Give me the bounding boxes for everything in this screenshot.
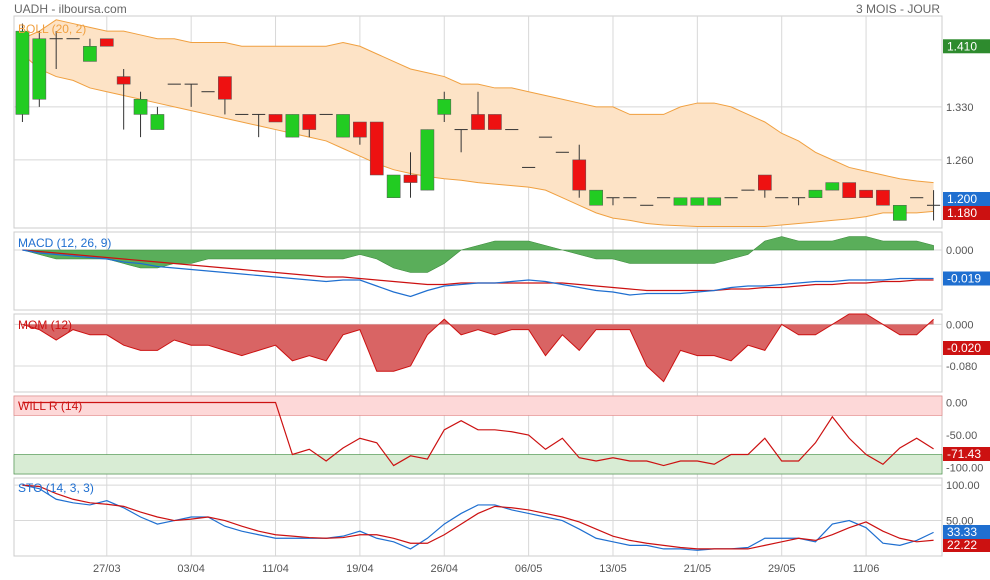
- mom-ytick-1: -0.080: [946, 361, 977, 373]
- willr-ytick-1: -50.00: [946, 430, 977, 442]
- willr-oversold-zone: [13, 454, 943, 475]
- panel-frame-4: [13, 477, 943, 557]
- candle-body: [386, 174, 401, 198]
- price-badge-low: 1.180: [947, 206, 977, 220]
- willr-ytick-2: -100.00: [946, 463, 983, 475]
- candle-body: [32, 38, 47, 100]
- willr-badge-bg: [943, 447, 990, 461]
- sto-ytick-0: 100.00: [946, 480, 980, 492]
- candle-body: [589, 189, 603, 206]
- willr-line: [22, 401, 934, 467]
- candle-body: [15, 30, 30, 115]
- mom-badge: -0.020: [947, 341, 981, 355]
- sto-badge-k: 33.33: [947, 525, 977, 539]
- xtick-label-7: 21/05: [684, 563, 712, 575]
- candle-body: [572, 159, 587, 191]
- bollinger-upper: [22, 19, 934, 184]
- candle-body: [369, 121, 384, 176]
- macd-badge-bg: [943, 271, 990, 286]
- candle-body: [825, 182, 840, 191]
- sto-label: STO (14, 3, 3): [18, 481, 94, 495]
- candle-body: [758, 174, 772, 191]
- price-badge-close-bg: [943, 192, 990, 206]
- xtick-label-6: 13/05: [599, 563, 627, 575]
- xtick-label-5: 06/05: [515, 563, 543, 575]
- bollinger-lower: [22, 53, 934, 227]
- header-period: 3 MOIS - JOUR: [855, 2, 940, 16]
- candle-body: [285, 114, 300, 138]
- price-badge-close: 1.200: [947, 192, 977, 206]
- macd-ytick-0: 0.000: [946, 245, 974, 257]
- candle-body: [336, 114, 350, 138]
- macd-label: MACD (12, 26, 9): [18, 236, 111, 250]
- mom-badge-bg: [943, 341, 990, 355]
- xtick-label-3: 19/04: [346, 563, 374, 575]
- sto-badge-d: 22.22: [947, 538, 977, 552]
- candle-body: [116, 76, 131, 85]
- candle-body: [420, 129, 435, 191]
- candle-body: [859, 189, 873, 198]
- willr-label: WILL R (14): [18, 399, 82, 413]
- candle-body: [437, 99, 452, 115]
- price-ytick-1: 1.260: [946, 155, 974, 167]
- candle-body: [707, 197, 722, 206]
- price-badge-low-bg: [943, 206, 990, 220]
- willr-badge: -71.43: [947, 447, 981, 461]
- candle-body: [353, 121, 367, 138]
- panel-frame-2: [13, 313, 943, 393]
- xtick-label-9: 11/06: [853, 563, 880, 575]
- sto-d-line: [22, 484, 934, 550]
- candle-body: [150, 114, 165, 130]
- willr-ytick-0: 0.00: [946, 398, 967, 410]
- sto-ytick-1: 50.00: [946, 516, 974, 528]
- xtick-label-4: 26/04: [430, 563, 458, 575]
- boll-label: BOLL (20, 2): [18, 22, 86, 36]
- candle-body: [808, 189, 823, 198]
- price-badge-last: 1.410: [947, 39, 977, 53]
- candle-body: [488, 114, 502, 130]
- candle-body: [99, 38, 114, 47]
- mom-line: [22, 313, 934, 383]
- xtick-label-1: 03/04: [177, 563, 205, 575]
- willr-overbought-zone: [13, 395, 943, 416]
- sto-badge-d-bg: [943, 538, 990, 552]
- candle-body: [876, 189, 890, 206]
- panel-frame-1: [13, 231, 943, 311]
- xtick-label-8: 29/05: [768, 563, 796, 575]
- price-ytick-0: 1.330: [946, 102, 974, 114]
- candle-body: [673, 197, 688, 206]
- macd-line: [22, 249, 934, 298]
- candle-body: [471, 114, 485, 130]
- candle-body: [83, 46, 97, 62]
- candle-body: [302, 114, 317, 130]
- mom-label: MOM (12): [18, 318, 72, 332]
- candle-body: [268, 114, 283, 123]
- candle-body: [842, 182, 857, 198]
- header-title: UADH - ilboursa.com: [14, 2, 127, 16]
- candle-body: [403, 174, 418, 183]
- candle-body: [218, 76, 232, 100]
- sto-badge-k-bg: [943, 525, 990, 539]
- mom-area: [22, 314, 934, 382]
- candle-body: [690, 197, 705, 206]
- xtick-label-2: 11/04: [262, 563, 289, 575]
- panel-frame-0: [13, 15, 943, 229]
- candle-body: [133, 99, 148, 115]
- price-badge-last-bg: [943, 39, 990, 54]
- macd-badge: -0.019: [947, 272, 981, 286]
- candle-body: [892, 205, 907, 221]
- xtick-label-0: 27/03: [93, 563, 121, 575]
- mom-ytick-0: 0.000: [946, 319, 974, 331]
